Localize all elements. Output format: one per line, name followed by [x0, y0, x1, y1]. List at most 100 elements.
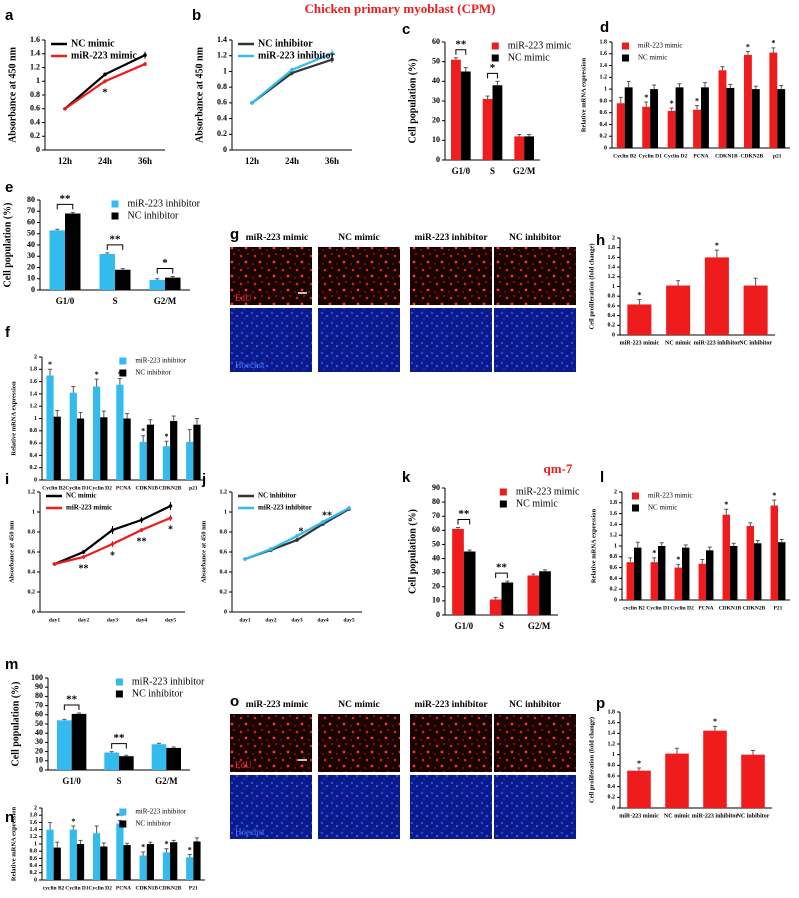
x-tick-label: cyclin B2 — [623, 605, 645, 611]
y-tick-label: 1.8 — [600, 39, 608, 45]
panel-letter: i — [5, 471, 9, 488]
y-tick-label: 50 — [432, 56, 440, 65]
y-tick-label: 1.4 — [610, 522, 618, 528]
point — [110, 528, 115, 532]
hoechst-image — [230, 775, 312, 839]
bar — [650, 562, 658, 600]
bar — [53, 416, 61, 480]
y-tick-label: 1 — [604, 86, 607, 92]
y-tick-label: 1 — [612, 284, 615, 290]
point — [290, 71, 294, 75]
y-tick-label: 10 — [432, 596, 440, 605]
y-tick-label: 1.2 — [30, 62, 40, 71]
bar — [524, 136, 534, 160]
legend-label: NC inhibitor — [132, 688, 184, 699]
edu-image — [230, 247, 312, 305]
y-tick-label: 0.2 — [30, 131, 40, 140]
significance: * — [71, 817, 75, 826]
x-tick-label: G2/M — [528, 621, 551, 631]
x-tick-label: G1/0 — [56, 296, 75, 306]
x-tick-label: day5 — [343, 617, 355, 623]
bar — [627, 304, 652, 335]
legend-label: miR-223 mimic — [516, 486, 580, 497]
edu-image — [410, 714, 492, 772]
legend-swatch — [491, 42, 499, 50]
bar — [754, 543, 762, 600]
bar — [704, 257, 729, 335]
y-axis-label: Relative mRNA expression — [590, 508, 597, 583]
hoechst-image — [410, 308, 492, 372]
y-tick-label: 0 — [223, 145, 227, 154]
bar — [634, 547, 642, 600]
bar — [666, 285, 691, 335]
bar — [482, 99, 493, 160]
significance: * — [164, 432, 168, 441]
x-tick-label: CDKN2B — [741, 153, 764, 159]
y-tick-label: 1.8 — [608, 709, 616, 715]
y-tick-label: 1.2 — [30, 834, 38, 840]
bar — [698, 563, 706, 600]
significance: ** — [114, 732, 126, 744]
column-label: miR-223 inhibitor — [414, 233, 488, 243]
y-tick-label: 50 — [432, 539, 440, 548]
y-tick-label: 1.4 — [608, 731, 616, 737]
significance: * — [110, 550, 115, 561]
edu-image — [318, 247, 400, 305]
x-tick-label: G2/M — [513, 166, 536, 176]
x-tick-label: 12h — [245, 156, 259, 166]
y-axis-label: Absorbance at 450 nm — [194, 46, 205, 143]
bar — [746, 526, 754, 600]
bar — [460, 71, 471, 160]
bar — [65, 213, 81, 290]
y-axis-label: Cell proliferation (fold change) — [588, 717, 595, 803]
legend-label: miR-223 mimic — [648, 492, 693, 500]
y-tick-label: 0.8 — [608, 294, 616, 300]
bar — [770, 505, 778, 600]
y-tick-label: 0.8 — [28, 529, 36, 535]
x-tick-label: miR-223 inhibitor — [692, 813, 739, 819]
bar — [116, 384, 124, 480]
bar — [701, 87, 709, 148]
point — [139, 518, 144, 522]
y-tick-label: 30 — [432, 567, 440, 576]
y-tick-label: 1.2 — [610, 533, 618, 539]
legend-label: NC inhibitor — [258, 38, 313, 49]
y-tick-label: 0 — [39, 765, 43, 774]
bar — [642, 106, 651, 148]
y-tick-label: 0.8 — [608, 763, 616, 769]
bar — [139, 441, 147, 480]
bar — [463, 551, 476, 615]
bar — [69, 392, 77, 480]
y-axis-label: Relative mRNA expression — [10, 806, 17, 881]
y-tick-label: 1.4 — [30, 391, 38, 397]
point — [250, 101, 254, 105]
panel-letter: g — [230, 226, 239, 243]
row-label: EdU — [235, 760, 252, 770]
y-tick-label: 0.2 — [608, 323, 616, 329]
bar — [123, 418, 131, 480]
bar — [492, 85, 503, 160]
bar — [162, 446, 171, 480]
significance: * — [162, 257, 168, 269]
point — [81, 550, 86, 554]
y-tick-label: 90 — [432, 483, 440, 492]
panel-letter: l — [600, 469, 604, 486]
bar — [452, 528, 464, 615]
legend-swatch — [499, 500, 507, 508]
bar — [53, 847, 61, 880]
y-tick-label: 0.6 — [600, 110, 608, 116]
column-label: NC inhibitor — [509, 700, 562, 710]
legend-label: miR-223 inhibitor — [135, 357, 186, 365]
y-tick-label: 20 — [27, 262, 35, 271]
significance: * — [490, 62, 496, 74]
panel-letter: e — [5, 179, 13, 196]
y-tick-label: 1 — [34, 841, 37, 847]
y-axis-label: Cell population (%) — [10, 681, 21, 766]
y-tick-label: 1.2 — [608, 274, 616, 280]
bar — [722, 514, 730, 600]
y-tick-label: 0 — [612, 805, 615, 811]
y-tick-label: 40 — [432, 553, 440, 562]
y-tick-label: 0.4 — [30, 863, 38, 869]
legend-label: miR-223 inhibitor — [135, 808, 186, 816]
point — [103, 72, 107, 77]
